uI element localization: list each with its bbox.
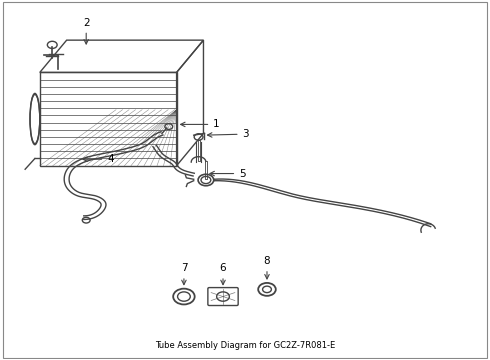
Text: 3: 3 xyxy=(207,129,249,139)
Text: Tube Assembly Diagram for GC2Z-7R081-E: Tube Assembly Diagram for GC2Z-7R081-E xyxy=(155,341,335,350)
Text: 4: 4 xyxy=(83,154,114,164)
Text: 5: 5 xyxy=(210,168,246,179)
Text: 8: 8 xyxy=(264,256,270,279)
Text: 2: 2 xyxy=(83,18,90,44)
Text: 7: 7 xyxy=(181,263,187,285)
Text: 6: 6 xyxy=(220,263,226,285)
Text: 1: 1 xyxy=(181,120,220,129)
